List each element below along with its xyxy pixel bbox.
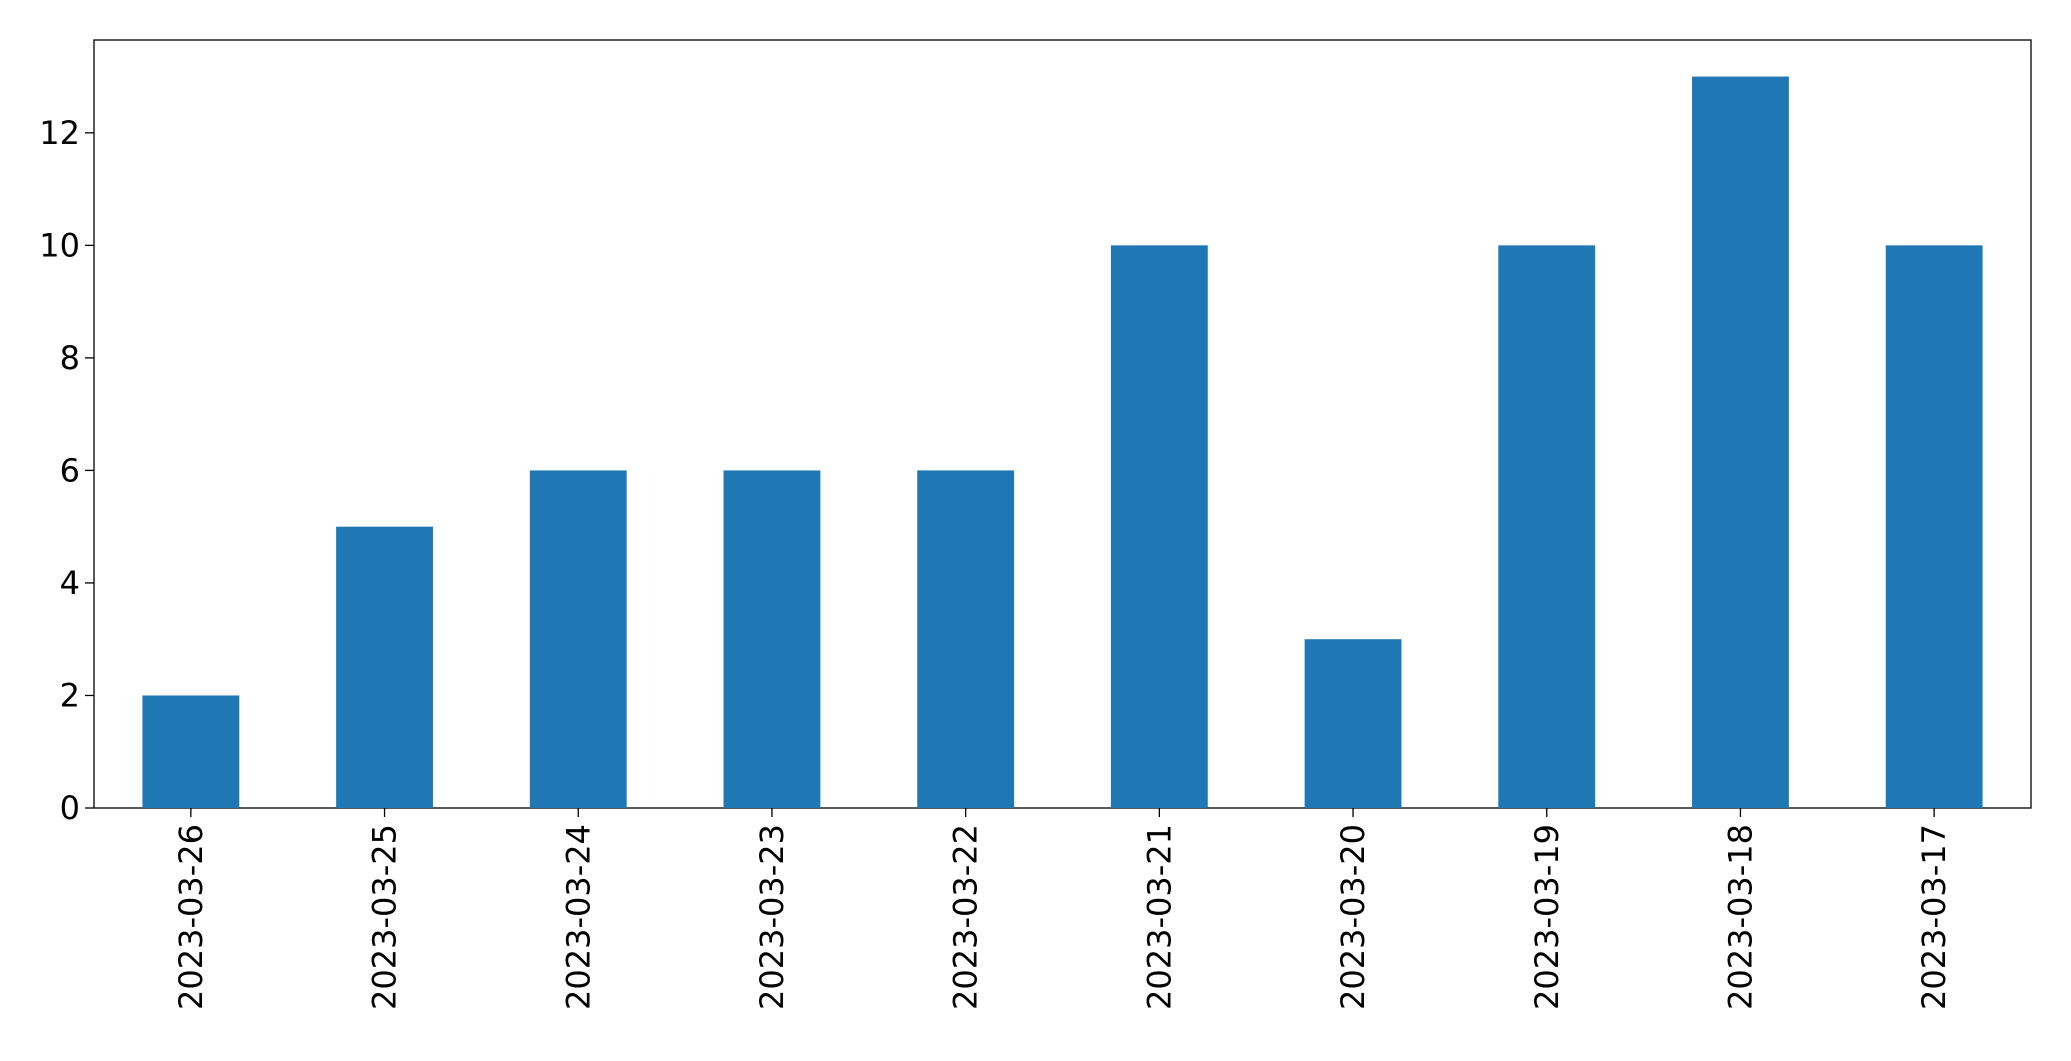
x-tick-label: 2023-03-17 <box>1915 824 1953 1010</box>
y-tick-label: 0 <box>60 789 80 827</box>
bar <box>723 470 821 808</box>
bar <box>1110 245 1208 808</box>
x-tick-label: 2023-03-25 <box>366 824 404 1010</box>
x-tick-label: 2023-03-23 <box>753 824 791 1010</box>
x-tick-label: 2023-03-20 <box>1334 824 1372 1010</box>
x-tick-label: 2023-03-24 <box>559 824 597 1010</box>
y-tick-label: 8 <box>60 339 80 377</box>
plot-frame <box>93 39 2032 809</box>
y-tick-label: 2 <box>60 676 80 714</box>
y-tick-label: 4 <box>60 564 80 602</box>
bar <box>1692 76 1789 809</box>
bar <box>142 695 240 808</box>
x-tick-label: 2023-03-21 <box>1140 824 1178 1010</box>
bar <box>336 526 433 808</box>
y-tick-label: 6 <box>60 451 80 489</box>
y-tick-label: 12 <box>39 114 80 152</box>
x-tick-label: 2023-03-22 <box>947 824 985 1010</box>
x-tick-label: 2023-03-26 <box>172 824 210 1010</box>
x-tick-label: 2023-03-19 <box>1528 824 1566 1010</box>
bar <box>529 470 627 808</box>
bar <box>1885 245 1983 808</box>
y-tick-label: 10 <box>39 226 80 264</box>
bar <box>1304 639 1402 808</box>
bar <box>1498 245 1596 808</box>
bar <box>917 470 1015 808</box>
x-tick-label: 2023-03-18 <box>1721 824 1759 1010</box>
